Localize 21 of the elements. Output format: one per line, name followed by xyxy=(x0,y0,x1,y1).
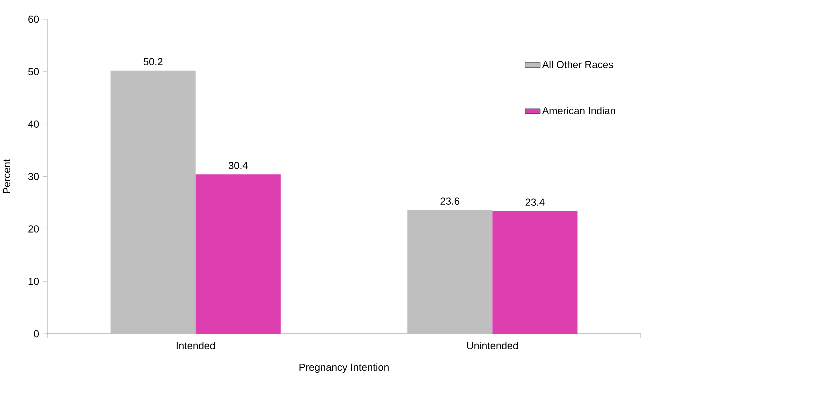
bar xyxy=(196,174,281,334)
x-tick-label: Unintended xyxy=(467,342,518,350)
x-tick-label: Intended xyxy=(176,342,216,350)
bar xyxy=(408,210,493,334)
bar xyxy=(110,70,196,334)
data-label: 23.4 xyxy=(526,198,545,206)
y-tick-label: 30 xyxy=(28,173,40,180)
y-tick-label: 50 xyxy=(28,68,40,76)
bar xyxy=(492,211,578,334)
y-tick-label: 40 xyxy=(28,120,40,128)
y-tick-label: 20 xyxy=(28,225,40,233)
y-tick-label: 0 xyxy=(34,330,40,338)
legend-label: All Other Races xyxy=(542,60,614,68)
y-axis-title: Percent xyxy=(3,159,11,194)
data-label: 23.6 xyxy=(440,198,460,205)
x-axis-title: Pregnancy Intention xyxy=(300,363,389,373)
y-tick-label: 10 xyxy=(28,278,40,286)
data-label: 30.4 xyxy=(228,162,248,170)
data-label: 50.2 xyxy=(144,58,163,66)
y-tick-label: 60 xyxy=(28,16,40,23)
legend-label: American Indian xyxy=(542,106,616,114)
